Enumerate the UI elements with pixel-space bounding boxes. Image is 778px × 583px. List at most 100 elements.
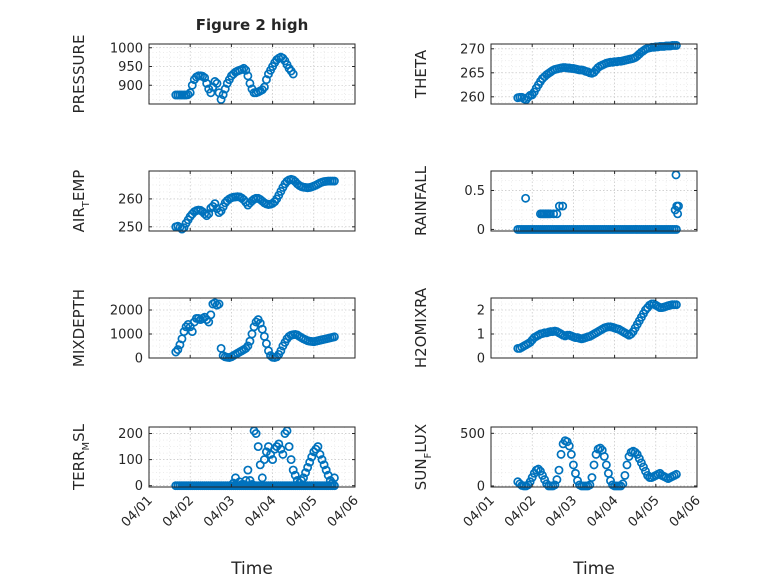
panel-3-y-label: RAINFALL: [412, 165, 430, 236]
data-point: [187, 327, 197, 337]
x-axis-label-left: Time: [230, 559, 273, 579]
data-point: [187, 80, 197, 90]
data-point: [562, 437, 572, 447]
subplot-3: 0 0.5 RAINFALL: [412, 165, 698, 238]
data-point: [284, 442, 294, 452]
data-point: [251, 429, 261, 438]
data-point: [241, 476, 251, 485]
data-point: [554, 465, 564, 475]
y-tick-label: 2: [477, 304, 485, 319]
data-point: [671, 224, 681, 234]
data-point: [638, 462, 648, 472]
data-point: [587, 473, 597, 482]
axes-frame: [148, 426, 356, 488]
data-point: [173, 345, 183, 355]
data-point: [241, 65, 251, 75]
data-point: [239, 63, 249, 73]
data-point: [329, 332, 339, 342]
panel-4-y-label: MIXDEPTH: [70, 289, 88, 367]
data-point: [210, 77, 220, 86]
axes-frame: [148, 297, 356, 359]
y-tick-label: 260: [118, 192, 143, 207]
data-point: [626, 329, 636, 339]
data-point: [264, 346, 273, 356]
y-tick-label: 0: [477, 479, 485, 494]
y-tick-label: 100: [118, 453, 143, 468]
y-tick-label: 1: [477, 328, 485, 343]
data-point: [599, 452, 609, 461]
y-tick-label: 265: [460, 66, 485, 81]
y-tick-label: 0: [477, 352, 485, 367]
panel-6-y-label: TERRMSL: [70, 423, 92, 491]
data-point: [630, 447, 640, 457]
data-point: [216, 206, 226, 216]
data-point: [636, 458, 646, 468]
data-point: [286, 455, 296, 465]
data-point: [538, 470, 547, 480]
data-point: [525, 477, 535, 487]
data-point: [202, 78, 212, 88]
data-point: [558, 201, 568, 211]
data-point: [247, 479, 257, 489]
data-point: [288, 69, 298, 79]
subplot-0: 900 950 1000 PRESSURE: [70, 35, 356, 114]
data-point: [251, 317, 261, 327]
subplot-5: 0 1 2 H2OMIXRA: [412, 287, 698, 368]
data-point: [202, 211, 212, 221]
data-point: [210, 199, 220, 209]
panel-0-y-label: PRESSURE: [70, 35, 88, 114]
data-point: [634, 454, 644, 464]
y-tick-label: 0: [135, 352, 143, 367]
data-point: [556, 449, 566, 459]
y-tick-label: 2000: [110, 304, 143, 319]
subplot-4: 0 1000 2000 MIXDEPTH: [70, 289, 356, 367]
data-point: [566, 449, 576, 459]
data-point: [301, 468, 311, 478]
data-point: [268, 455, 278, 465]
data-point: [218, 90, 228, 100]
axes-frame: [490, 43, 698, 105]
y-tick-label: 0: [135, 479, 143, 494]
data-point: [288, 465, 298, 475]
data-point: [171, 347, 181, 357]
data-point: [521, 193, 531, 203]
figure-title: Figure 2 high: [196, 16, 309, 34]
data-point: [214, 208, 224, 218]
data-point: [641, 466, 650, 476]
x-axis-label-right: Time: [572, 559, 615, 579]
data-point: [276, 346, 286, 356]
data-point: [321, 465, 331, 475]
data-point: [540, 475, 550, 485]
subplot-2: 250 260 AIRTEMP: [70, 170, 356, 235]
data-point: [299, 473, 308, 483]
y-tick-label: 1000: [110, 328, 143, 343]
y-tick-label: 1000: [110, 41, 143, 56]
axes-frame: [148, 43, 356, 105]
y-tick-label: 260: [460, 90, 485, 105]
data-point: [253, 442, 263, 452]
data-point: [601, 460, 611, 470]
data-point: [210, 298, 220, 308]
y-tick-label: 0: [477, 223, 485, 238]
data-point: [315, 449, 325, 459]
data-point: [620, 470, 630, 480]
data-point: [257, 473, 267, 483]
data-point: [214, 299, 224, 309]
data-point: [204, 209, 214, 219]
data-point: [673, 209, 683, 219]
panel-2-y-label: AIRTEMP: [70, 170, 92, 233]
data-point: [319, 460, 329, 470]
panel-7-y-label: SUNFLUX: [412, 424, 434, 490]
data-point: [212, 78, 222, 88]
data-point: [179, 327, 189, 337]
axes-frame: [490, 170, 698, 232]
panel-1-y-label: THETA: [412, 49, 430, 99]
data-point: [241, 343, 251, 353]
data-point: [329, 176, 339, 186]
data-point: [276, 444, 286, 454]
data-point: [552, 475, 562, 485]
data-point: [616, 481, 626, 491]
axes-frame: [490, 297, 698, 359]
